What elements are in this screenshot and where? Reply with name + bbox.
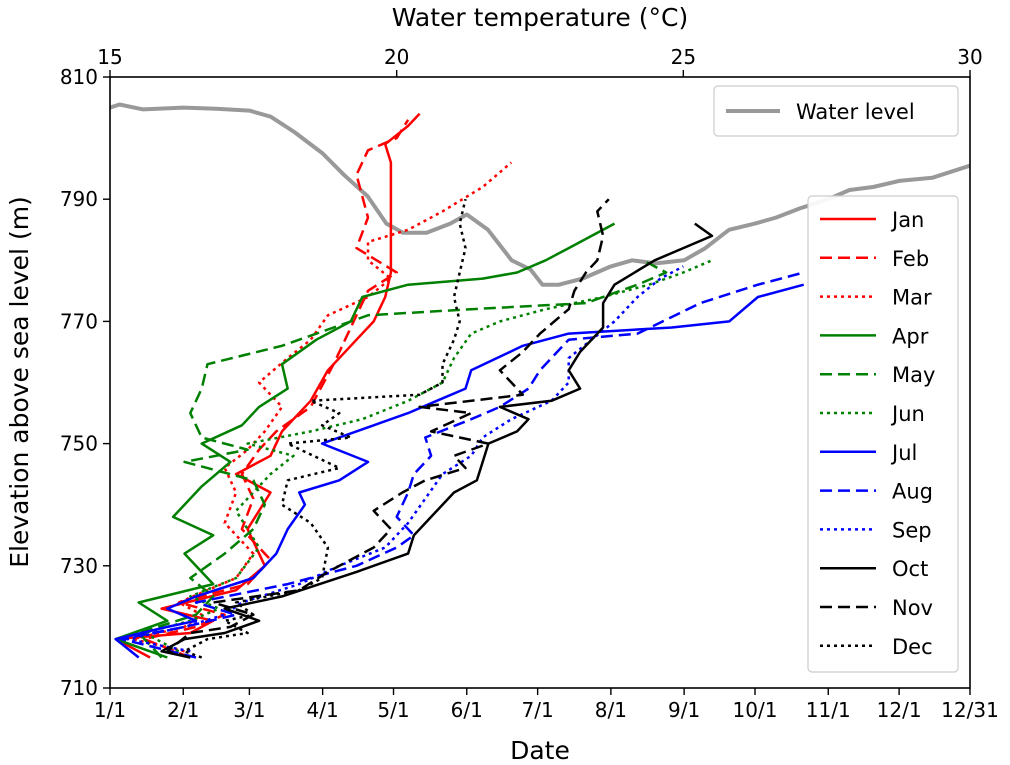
y-tick-label: 710: [60, 676, 98, 700]
y-tick-label: 750: [60, 432, 98, 456]
x-tick-label: 12/31: [941, 698, 999, 722]
series-line-jun: [143, 259, 713, 653]
legend-label-jan: Jan: [890, 208, 924, 232]
series-line-feb: [143, 119, 410, 659]
legend-label-sep: Sep: [892, 518, 932, 542]
x-tick-label: 11/1: [806, 698, 851, 722]
series-line-aug: [120, 271, 805, 659]
top-x-axis-label: Water temperature (°C): [392, 3, 688, 32]
top-x-tick-label: 15: [97, 45, 122, 69]
y-tick-label: 770: [60, 309, 98, 333]
legend-label-mar: Mar: [892, 286, 932, 310]
legend-label-nov: Nov: [892, 596, 933, 620]
legend-months: Jan Feb Mar Apr May Jun Jul Aug Sep Oct Nov Dec: [807, 195, 959, 673]
series-line-jan: [114, 112, 421, 659]
series-line-jul: [114, 283, 805, 659]
plot-frame: [109, 76, 971, 689]
x-axis-label: Date: [510, 736, 570, 765]
x-tick-label: 2/1: [167, 698, 199, 722]
top-x-tick-label: 25: [671, 45, 696, 69]
legend-label-aug: Aug: [892, 480, 933, 504]
y-axis: 710 730 750 770 790 810: [60, 65, 110, 700]
x-tick-label: 1/1: [94, 698, 126, 722]
legend-label-dec: Dec: [892, 635, 933, 659]
legend-water-label: Water level: [796, 100, 915, 124]
top-x-tick-label: 30: [957, 45, 982, 69]
series-line-may: [137, 259, 668, 659]
x-tick-label: 6/1: [451, 698, 483, 722]
legend-label-oct: Oct: [892, 557, 928, 581]
water-level-layer: [110, 102, 970, 287]
legend-label-feb: Feb: [892, 247, 929, 271]
x-tick-label: 5/1: [377, 698, 409, 722]
x-tick-label: 10/1: [733, 698, 778, 722]
legend-water-level: Water level: [713, 85, 959, 137]
legend-label-apr: Apr: [892, 324, 929, 348]
x-axis-bottom: 1/1 2/1 3/1 4/1 5/1 6/1 7/1 8/1 9/1 10/1 11/1 12/1 1…: [94, 688, 999, 722]
top-x-tick-label: 20: [384, 45, 409, 69]
y-axis-label: Elevation above sea level (m): [5, 196, 34, 568]
x-axis-top: 15 20 25 30: [97, 45, 983, 77]
legend-water-box: [713, 85, 959, 137]
x-tick-label: 3/1: [233, 698, 265, 722]
series-line-sep: [125, 265, 684, 653]
legend-label-may: May: [892, 363, 935, 387]
legend-months-box: [807, 195, 959, 673]
x-tick-label: 8/1: [595, 698, 627, 722]
y-tick-label: 730: [60, 554, 98, 578]
y-tick-label: 790: [60, 187, 98, 211]
y-tick-label: 810: [60, 65, 98, 89]
x-tick-label: 9/1: [668, 698, 700, 722]
series-line-apr: [114, 222, 616, 659]
legend-label-jun: Jun: [890, 402, 925, 426]
x-tick-label: 12/1: [877, 698, 922, 722]
water-level-line: [110, 102, 970, 287]
x-tick-label: 4/1: [307, 698, 339, 722]
series-layer: [114, 112, 805, 659]
series-line-nov: [166, 198, 610, 659]
legend-label-jul: Jul: [890, 441, 917, 465]
x-tick-label: 7/1: [522, 698, 554, 722]
